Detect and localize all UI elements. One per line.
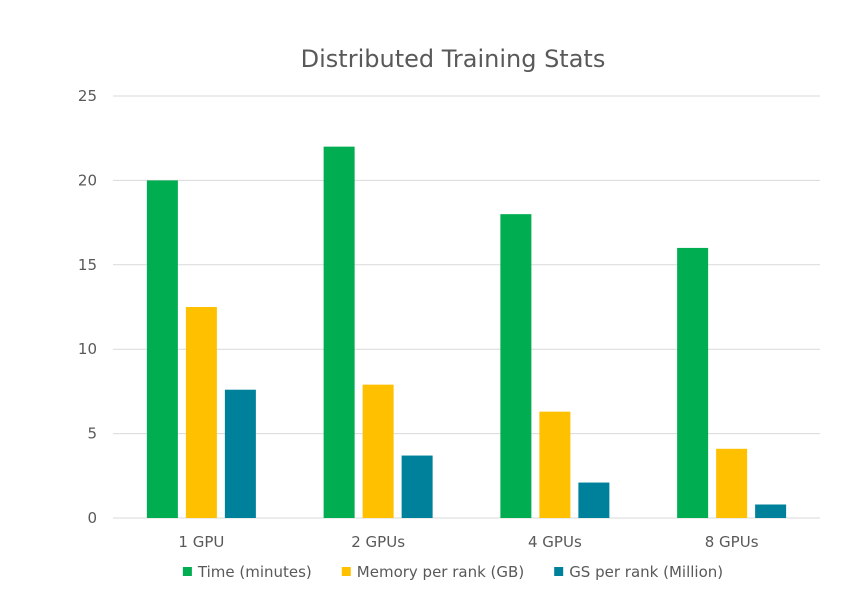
bar-time-minutes-2-gpus [323,146,355,518]
legend-label: Memory per rank (GB) [357,563,524,581]
y-tick-label: 5 [87,425,97,443]
bar-time-minutes-4-gpus [500,214,532,518]
legend-swatch-icon [182,567,192,576]
legend-item: GS per rank (Million) [554,563,723,581]
bar-memory-per-rank-gb-4-gpus [539,411,571,518]
x-axis-category-labels: 1 GPU 2 GPUs 4 GPUs 8 GPUs [178,533,758,551]
y-tick-label: 20 [78,171,97,189]
bar-gs-per-rank-million-8-gpus [755,504,787,518]
legend-swatch-icon [554,567,564,576]
y-tick-label: 25 [78,87,97,105]
y-tick-label: 10 [78,340,97,358]
bar-memory-per-rank-gb-8-gpus [716,448,748,518]
y-tick-label: 0 [87,509,97,527]
legend-swatch-icon [341,567,351,576]
y-axis-tick-labels: 0 5 10 15 20 25 [78,87,97,527]
legend-label: Time (minutes) [197,563,312,581]
bar-gs-per-rank-million-1-gpu [224,389,256,518]
gridlines [113,95,820,519]
y-tick-label: 15 [78,256,97,274]
x-category-label: 4 GPUs [528,533,582,551]
bar-gs-per-rank-million-4-gpus [578,482,610,518]
bar-time-minutes-8-gpus [677,247,709,519]
bars [146,146,787,519]
chart-title: Distributed Training Stats [301,45,606,73]
bar-gs-per-rank-million-2-gpus [401,455,433,518]
legend-item: Memory per rank (GB) [341,563,524,581]
legend: Time (minutes) Memory per rank (GB) GS per… [182,563,723,581]
bar-memory-per-rank-gb-2-gpus [362,384,394,518]
legend-label: GS per rank (Million) [569,563,723,581]
x-category-label: 8 GPUs [705,533,759,551]
x-category-label: 1 GPU [178,533,224,551]
legend-item: Time (minutes) [182,563,312,581]
x-category-label: 2 GPUs [351,533,405,551]
bar-memory-per-rank-gb-1-gpu [185,307,217,518]
bar-time-minutes-1-gpu [146,180,178,518]
